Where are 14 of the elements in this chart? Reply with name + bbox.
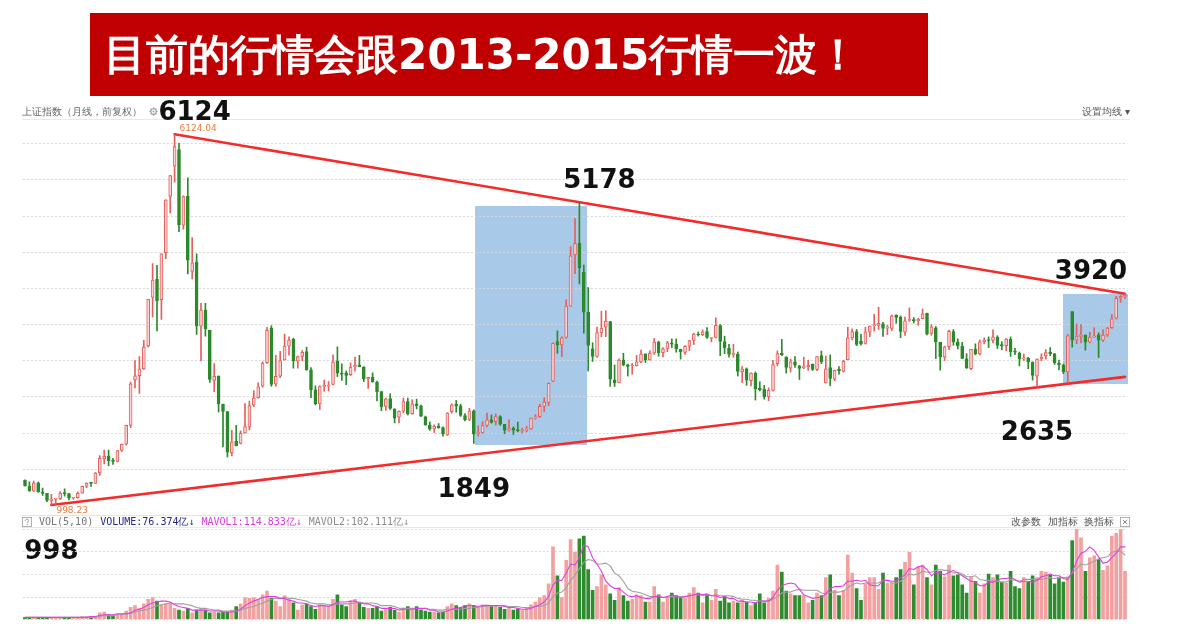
annotation: 5178 xyxy=(563,164,636,195)
text: MAVOL2:102.111亿↓ xyxy=(308,516,410,527)
annotation: 1849 xyxy=(437,473,510,504)
text: MAVOL1:114.833亿↓ xyxy=(201,516,302,527)
text: 改参数 加指标 换指标 xyxy=(1011,516,1114,527)
annotation: 3920 xyxy=(1054,255,1128,286)
chart-title: 目前的行情会跟2013-2015行情一波！ xyxy=(104,30,860,79)
text: 设置均线 ▾ xyxy=(1081,106,1130,117)
chart-subtitle: 上证指数（月线，前复权） xyxy=(22,106,142,117)
text: VOL(5,10) xyxy=(39,516,94,527)
annotation: 2635 xyxy=(1000,416,1074,447)
text: VOLUME:76.374亿↓ xyxy=(100,516,195,527)
annotation: 998.23 xyxy=(56,504,88,515)
annotation: 998 xyxy=(24,534,79,565)
